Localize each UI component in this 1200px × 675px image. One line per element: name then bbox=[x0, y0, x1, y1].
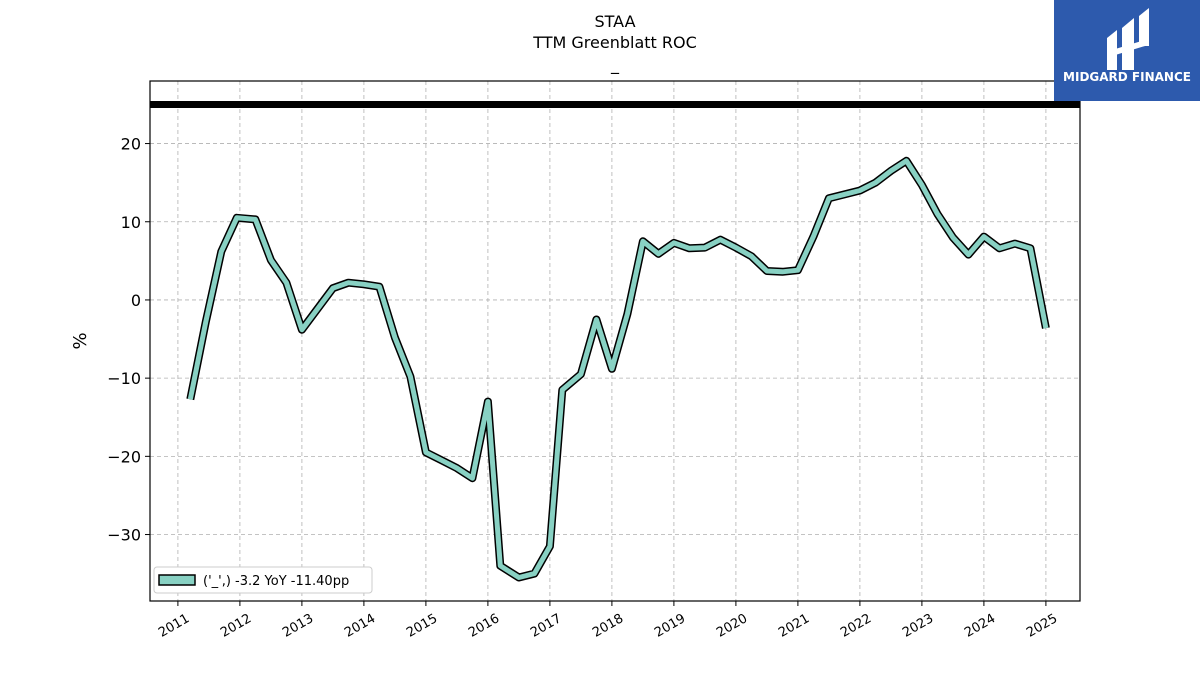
legend-label: ('_',) -3.2 YoY -11.40pp bbox=[203, 574, 349, 589]
y-tick-label: −20 bbox=[107, 447, 141, 466]
x-tick-label: 2018 bbox=[590, 611, 626, 641]
x-tick-label: 2020 bbox=[714, 611, 750, 641]
logo-mark-icon bbox=[1107, 8, 1149, 70]
x-tick-label: 2024 bbox=[962, 611, 998, 641]
plot-frame bbox=[149, 80, 1081, 602]
x-tick-label: 2016 bbox=[466, 611, 502, 641]
x-tick-label: 2021 bbox=[776, 611, 812, 641]
x-axis-ticks: 2011 2012 2013 2014 2015 2016 2017 2018 2019 2020… bbox=[156, 601, 1060, 641]
y-tick-label: 0 bbox=[131, 291, 141, 310]
y-tick-label: −30 bbox=[107, 526, 141, 545]
x-tick-label: 2023 bbox=[900, 611, 936, 641]
y-tick-label: 10 bbox=[121, 213, 141, 232]
x-tick-label: 2022 bbox=[838, 611, 874, 641]
x-tick-label: 2014 bbox=[342, 611, 378, 641]
chart-subtitle-2: _ bbox=[610, 55, 620, 75]
logo-text: MIDGARD FINANCE bbox=[1063, 70, 1191, 84]
midgard-finance-logo: MIDGARD FINANCE bbox=[1054, 0, 1200, 101]
series-group bbox=[186, 156, 1050, 582]
x-tick-label: 2012 bbox=[218, 611, 254, 641]
legend-swatch bbox=[158, 574, 196, 586]
chart-subtitle: TTM Greenblatt ROC bbox=[532, 33, 697, 52]
x-tick-label: 2011 bbox=[156, 611, 192, 641]
legend: ('_',) -3.2 YoY -11.40pp bbox=[153, 566, 373, 594]
chart-title: STAA bbox=[594, 12, 635, 31]
legend-box bbox=[153, 566, 373, 594]
x-tick-label: 2013 bbox=[280, 611, 316, 641]
x-tick-label: 2017 bbox=[528, 611, 564, 641]
x-tick-label: 2025 bbox=[1024, 611, 1060, 641]
x-tick-label: 2019 bbox=[652, 611, 688, 641]
y-tick-label: 20 bbox=[121, 135, 141, 154]
x-tick-label: 2015 bbox=[404, 611, 440, 641]
series-line bbox=[187, 158, 1049, 580]
y-axis-label: % bbox=[70, 332, 91, 349]
series-line-outline bbox=[186, 156, 1050, 582]
grid bbox=[150, 81, 1080, 601]
y-axis-ticks: 20 10 0 −10 −20 −30 bbox=[107, 135, 150, 545]
y-tick-label: −10 bbox=[107, 369, 141, 388]
